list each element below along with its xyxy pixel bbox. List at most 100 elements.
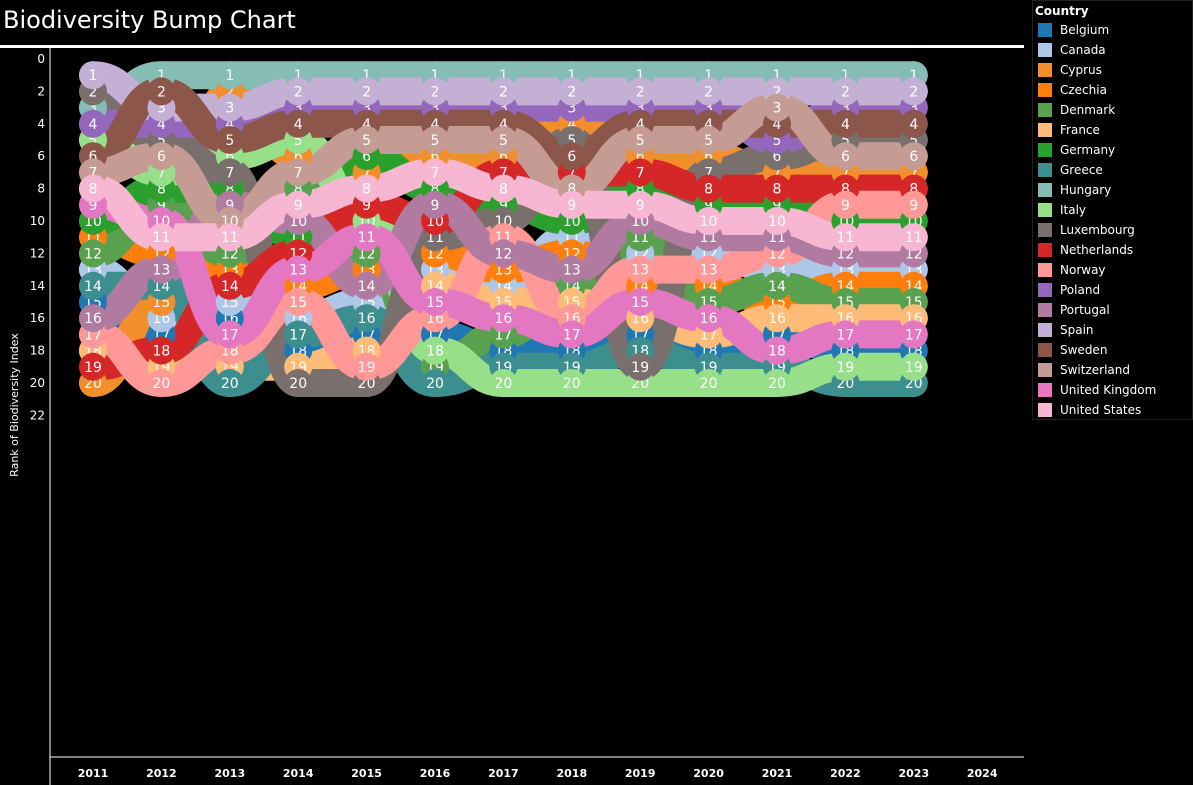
legend-item[interactable]: Czechia <box>1035 80 1107 100</box>
data-label: 5 <box>294 133 303 149</box>
data-label: 9 <box>636 198 645 214</box>
data-label: 16 <box>494 311 512 327</box>
data-label: 8 <box>841 182 850 198</box>
data-point <box>626 190 655 219</box>
data-point <box>352 271 381 300</box>
legend-label: Spain <box>1060 323 1094 337</box>
data-label: 8 <box>362 182 371 198</box>
data-label: 3 <box>773 101 782 117</box>
data-label: 2 <box>636 84 645 100</box>
legend-item[interactable]: Italy <box>1035 200 1086 220</box>
data-point <box>626 255 655 284</box>
data-label: 8 <box>89 182 98 198</box>
data-label: 9 <box>362 198 371 214</box>
data-point <box>899 352 928 381</box>
legend-item[interactable]: Cyprus <box>1035 60 1102 80</box>
data-label: 20 <box>426 376 444 392</box>
data-point <box>831 77 860 106</box>
data-label: 4 <box>225 117 234 133</box>
data-label: 6 <box>225 149 234 165</box>
legend-item[interactable]: United Kingdom <box>1035 380 1156 400</box>
data-point <box>557 320 586 349</box>
data-label: 8 <box>909 182 918 198</box>
data-point <box>899 142 928 171</box>
legend-item[interactable]: Hungary <box>1035 180 1111 200</box>
legend-item[interactable]: Denmark <box>1035 100 1115 120</box>
data-label: 14 <box>768 279 786 295</box>
data-label: 9 <box>704 198 713 214</box>
data-label: 13 <box>631 263 649 279</box>
legend-item[interactable]: Germany <box>1035 140 1115 160</box>
data-label: 7 <box>636 165 645 181</box>
legend-item[interactable]: Norway <box>1035 260 1106 280</box>
data-label: 1 <box>841 68 850 84</box>
data-label: 11 <box>358 230 376 246</box>
legend-item[interactable]: Belgium <box>1035 20 1109 40</box>
data-label: 1 <box>499 68 508 84</box>
data-point <box>763 207 791 235</box>
legend-item[interactable]: Greece <box>1035 160 1103 180</box>
data-label: 10 <box>768 214 786 230</box>
x-tick-label: 2019 <box>625 767 656 780</box>
data-point <box>626 77 655 106</box>
legend-label: Denmark <box>1060 103 1116 117</box>
data-point <box>215 126 244 154</box>
x-tick-label: 2011 <box>78 767 109 780</box>
legend-swatch <box>1038 223 1052 237</box>
data-point <box>694 77 723 106</box>
x-tick-label: 2020 <box>693 767 724 780</box>
data-label: 9 <box>294 198 303 214</box>
legend-swatch <box>1038 343 1052 357</box>
legend-item[interactable]: Poland <box>1035 280 1100 300</box>
data-point <box>79 174 107 203</box>
legend-item[interactable]: Sweden <box>1035 340 1107 360</box>
data-label: 8 <box>499 182 508 198</box>
data-label: 7 <box>499 165 508 181</box>
data-label: 9 <box>567 198 576 214</box>
data-point <box>557 190 586 219</box>
legend-item[interactable]: Portugal <box>1035 300 1110 320</box>
data-point <box>147 223 176 252</box>
data-label: 6 <box>841 149 850 165</box>
data-point <box>421 126 449 154</box>
legend-item[interactable]: Netherlands <box>1035 240 1133 260</box>
legend-item[interactable]: Switzerland <box>1035 360 1130 380</box>
data-label: 11 <box>221 230 239 246</box>
data-label: 20 <box>152 376 170 392</box>
y-tick-label: 14 <box>30 279 45 293</box>
data-point <box>421 158 449 187</box>
data-label: 5 <box>909 133 918 149</box>
legend-swatch <box>1038 103 1052 117</box>
data-label: 2 <box>157 84 166 100</box>
y-tick-label: 10 <box>30 214 45 228</box>
legend-item[interactable]: France <box>1035 120 1100 140</box>
data-label: 3 <box>431 101 440 117</box>
data-label: 12 <box>84 246 102 262</box>
legend-item[interactable]: Canada <box>1035 40 1106 60</box>
data-point <box>352 223 381 252</box>
data-label: 2 <box>704 84 713 100</box>
data-label: 8 <box>157 182 166 198</box>
data-point <box>626 288 655 316</box>
data-point <box>763 174 791 203</box>
data-point <box>763 369 791 397</box>
legend-title: Country <box>1035 4 1089 18</box>
data-label: 17 <box>836 327 854 343</box>
legend-label: United States <box>1060 403 1142 417</box>
legend: Country Belgium Canada Cyprus Czechia Denmar… <box>1032 0 1193 420</box>
data-point <box>831 109 860 138</box>
data-label: 7 <box>225 165 234 181</box>
data-label: 2 <box>294 84 303 100</box>
data-label: 15 <box>426 295 444 311</box>
legend-item[interactable]: United States <box>1035 400 1141 420</box>
legend-item[interactable]: Spain <box>1035 320 1094 340</box>
data-label: 17 <box>905 327 923 343</box>
data-label: 20 <box>768 376 786 392</box>
legend-item[interactable]: Luxembourg <box>1035 220 1135 240</box>
data-label: 17 <box>289 327 307 343</box>
data-point <box>147 142 176 171</box>
x-tick-label: 2016 <box>420 767 451 780</box>
data-label: 4 <box>909 117 918 133</box>
